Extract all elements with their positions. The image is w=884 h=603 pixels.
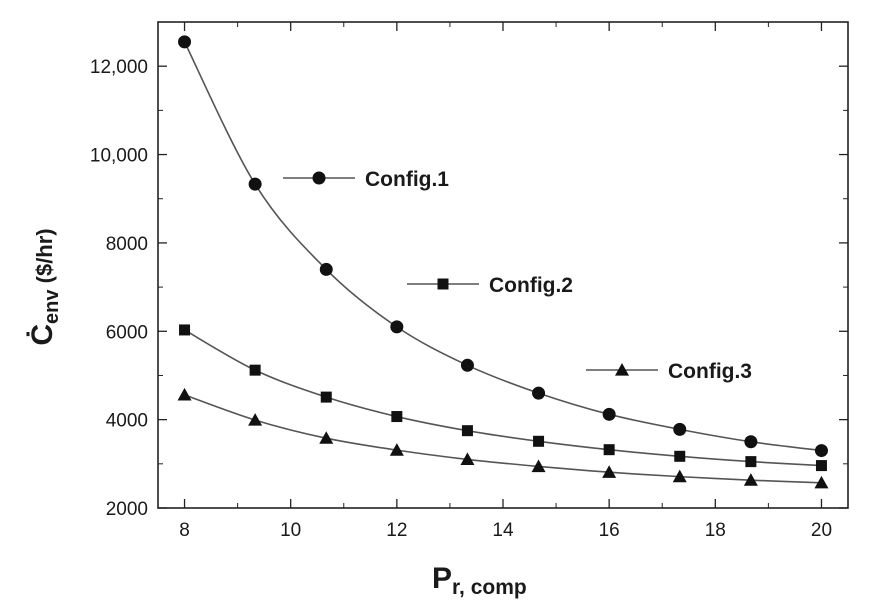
legend-marker	[437, 278, 449, 290]
data-point	[603, 444, 615, 456]
legend-entry: Config.2	[407, 274, 573, 297]
data-point	[744, 435, 758, 449]
series-line	[183, 41, 822, 452]
data-point	[389, 443, 404, 456]
legend-label: Config.2	[489, 274, 573, 297]
x-tick-label: 16	[599, 520, 620, 541]
legend-entry: Config.3	[586, 360, 752, 383]
x-tick-label: 8	[179, 520, 190, 541]
legend: Config.1 Config.2 Config.3	[283, 168, 752, 383]
legend-marker	[615, 363, 629, 376]
y-tick-label: 4000	[106, 411, 148, 432]
x-axis-label-main: P	[432, 562, 452, 595]
data-point	[319, 262, 333, 276]
data-point	[248, 413, 263, 426]
y-tick-label: 8000	[106, 234, 148, 255]
data-point	[178, 35, 192, 49]
data-point	[319, 431, 334, 444]
data-point	[248, 177, 262, 191]
data-point	[533, 435, 545, 447]
data-point	[531, 459, 546, 473]
x-tick-label: 12	[386, 520, 407, 541]
y-axis-label-main: Ċ	[26, 324, 59, 346]
data-point	[461, 425, 473, 437]
data-point	[674, 450, 686, 462]
legend-label: Config.3	[668, 360, 752, 383]
data-point	[320, 391, 332, 403]
series-line	[184, 329, 822, 467]
x-axis-label-sub: r, comp	[452, 576, 527, 599]
x-axis-label: Pr, comp	[432, 562, 527, 599]
data-point	[672, 469, 687, 483]
y-tick-label: 2000	[106, 499, 148, 520]
y-tick-label: 12,000	[90, 57, 148, 78]
data-point	[390, 320, 404, 334]
data-point	[249, 364, 261, 376]
data-point	[745, 456, 757, 468]
y-tick-label: 6000	[106, 322, 148, 343]
data-point	[177, 387, 192, 401]
data-point	[391, 411, 403, 423]
series-group	[177, 35, 829, 489]
legend-entry: Config.1	[283, 168, 449, 191]
data-point	[460, 452, 475, 465]
y-axis-label-sub: env	[41, 289, 63, 324]
data-point	[602, 407, 616, 421]
x-tick-label: 10	[280, 520, 301, 541]
x-tick-label: 20	[811, 520, 832, 541]
series-config-2	[179, 324, 827, 472]
data-point	[532, 386, 546, 400]
data-point	[815, 460, 827, 472]
plot-frame	[157, 21, 849, 509]
y-axis-label-unit: ($/hr)	[32, 228, 57, 289]
data-point	[743, 473, 758, 486]
plot-area-frame	[157, 21, 849, 509]
data-point	[673, 422, 687, 436]
data-point	[814, 444, 828, 458]
data-point	[814, 475, 829, 489]
axis-ticks: 8 10 12 14 16 18 20 2000 4000 6000 8000 10,000 12,00…	[90, 21, 848, 541]
series-config-1	[178, 35, 828, 458]
x-tick-label: 18	[705, 520, 726, 541]
series-config-3	[177, 387, 829, 489]
legend-label: Config.1	[365, 168, 449, 191]
x-tick-label: 14	[492, 520, 514, 541]
data-point	[179, 324, 191, 336]
series-line	[184, 394, 822, 484]
legend-marker	[312, 171, 326, 185]
data-point	[602, 465, 617, 478]
data-point	[460, 358, 474, 372]
y-tick-label: 10,000	[90, 146, 148, 167]
y-axis-label: Ċenv ($/hr)	[26, 228, 63, 345]
